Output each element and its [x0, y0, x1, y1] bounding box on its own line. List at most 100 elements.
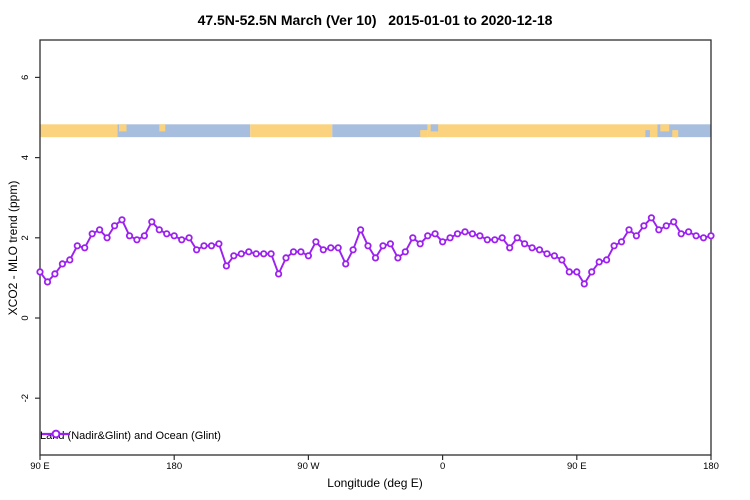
ocean-band-segment	[332, 124, 428, 138]
data-point-marker	[356, 226, 365, 234]
data-point-marker	[379, 242, 387, 250]
data-point-marker	[274, 270, 283, 278]
x-tick-label: 90 E	[30, 461, 50, 472]
data-point-marker	[416, 240, 424, 248]
data-point-marker	[610, 242, 618, 250]
data-point-marker	[543, 250, 551, 258]
data-point-marker	[662, 222, 670, 230]
data-point-marker	[446, 234, 454, 242]
data-point-marker	[342, 260, 350, 268]
data-point-marker	[684, 228, 693, 236]
land-band-speck	[119, 124, 127, 132]
land-band-speck	[660, 124, 670, 132]
y-tick-label: 4	[20, 155, 31, 160]
data-point-marker	[461, 228, 469, 236]
data-point-marker	[193, 246, 201, 254]
data-point-marker	[364, 242, 372, 250]
data-point-marker	[178, 236, 186, 244]
data-point-marker	[140, 232, 148, 240]
data-point-marker	[386, 240, 394, 248]
data-point-marker	[237, 250, 245, 258]
ocean-band-speck	[430, 124, 439, 132]
data-point-marker	[483, 236, 491, 244]
data-point-marker	[424, 232, 432, 240]
x-tick-label: 180	[703, 461, 719, 472]
y-tick-label: 0	[20, 315, 31, 320]
data-point-marker	[535, 246, 544, 254]
land-band-segment	[40, 124, 118, 138]
data-point-marker	[625, 226, 633, 234]
x-tick-label: 90 E	[567, 461, 587, 472]
land-band-segment	[250, 124, 333, 138]
data-point-marker	[267, 250, 275, 258]
data-point-marker	[595, 258, 603, 266]
data-point-marker	[431, 230, 439, 238]
data-point-marker	[103, 234, 111, 242]
data-point-marker	[327, 244, 335, 252]
x-tick-label: 90 W	[297, 461, 319, 472]
data-point-marker	[66, 256, 74, 264]
data-point-marker	[640, 222, 648, 230]
data-point-marker	[468, 230, 476, 238]
ocean-band-segment	[657, 124, 711, 138]
y-tick-label: 6	[20, 75, 31, 80]
data-point-marker	[297, 248, 305, 256]
land-band-speck	[420, 130, 428, 138]
data-point-marker	[170, 232, 178, 240]
data-point-marker	[207, 242, 216, 250]
data-point-marker	[252, 250, 260, 258]
data-point-marker	[617, 238, 626, 246]
ocean-band-speck	[645, 130, 650, 138]
data-point-marker	[588, 268, 596, 276]
data-point-marker	[498, 234, 506, 242]
data-point-marker	[230, 252, 238, 260]
data-point-marker	[670, 218, 678, 226]
data-point-marker	[36, 268, 44, 276]
y-tick-label: 2	[20, 235, 31, 240]
data-series-line	[39, 216, 712, 285]
data-point-marker	[573, 268, 581, 276]
data-point-marker	[312, 238, 320, 246]
data-point-marker	[304, 252, 312, 260]
y-tick-label: -2	[20, 394, 31, 402]
data-point-marker	[88, 230, 96, 238]
data-point-marker	[692, 232, 700, 240]
data-point-marker	[513, 234, 521, 242]
data-point-marker	[394, 254, 402, 262]
x-axis-title: Longitude (deg E)	[327, 476, 423, 490]
data-point-marker	[334, 244, 342, 252]
legend: Land (Nadir&Glint) and Ocean (Glint)	[40, 427, 221, 445]
land-band-speck	[672, 130, 679, 138]
data-point-marker	[707, 232, 715, 240]
data-point-marker	[632, 232, 641, 240]
data-point-marker	[558, 256, 566, 264]
legend-key-icon	[42, 429, 70, 439]
x-tick-label: 180	[166, 461, 182, 472]
land-band-segment	[427, 124, 658, 138]
data-point-marker	[699, 234, 708, 242]
data-point-marker	[319, 246, 327, 254]
data-point-marker	[51, 270, 59, 278]
data-point-marker	[528, 244, 536, 252]
data-point-marker	[148, 218, 156, 226]
data-point-marker	[349, 246, 357, 254]
data-point-marker	[58, 260, 67, 268]
data-point-marker	[491, 236, 499, 244]
data-point-marker	[222, 262, 230, 270]
data-point-marker	[438, 238, 447, 246]
data-point-marker	[520, 240, 529, 248]
data-point-marker	[185, 234, 193, 242]
data-point-marker	[200, 242, 208, 250]
data-point-marker	[647, 214, 656, 222]
data-point-marker	[155, 226, 163, 234]
data-point-marker	[73, 242, 81, 250]
data-point-marker	[245, 248, 253, 256]
data-point-marker	[43, 278, 52, 286]
data-point-marker	[655, 226, 663, 234]
plot-border	[39, 39, 712, 456]
data-point-marker	[565, 268, 573, 276]
land-band-speck	[159, 124, 166, 132]
data-point-marker	[125, 232, 134, 240]
data-point-marker	[133, 236, 141, 244]
